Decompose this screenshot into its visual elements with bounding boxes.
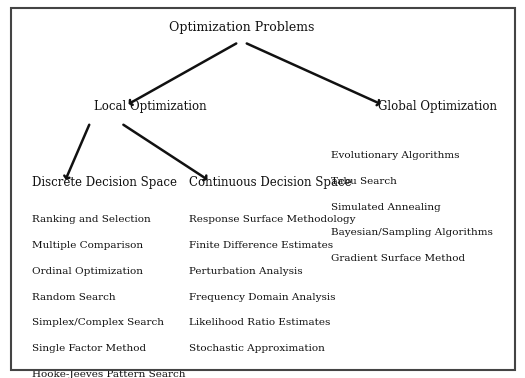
Text: Response Surface Methodology: Response Surface Methodology [189, 215, 355, 225]
Text: Likelihood Ratio Estimates: Likelihood Ratio Estimates [189, 318, 330, 327]
Text: Simulated Annealing: Simulated Annealing [331, 203, 440, 212]
Text: Discrete Decision Space: Discrete Decision Space [32, 176, 176, 189]
Text: Evolutionary Algorithms: Evolutionary Algorithms [331, 151, 459, 160]
Text: Continuous Decision Space: Continuous Decision Space [189, 176, 352, 189]
Text: Tabu Search: Tabu Search [331, 177, 396, 186]
Text: Simplex/Complex Search: Simplex/Complex Search [32, 318, 163, 327]
Text: Finite Difference Estimates: Finite Difference Estimates [189, 241, 333, 250]
Text: Hooke-Jeeves Pattern Search: Hooke-Jeeves Pattern Search [32, 370, 185, 378]
Text: Single Factor Method: Single Factor Method [32, 344, 145, 353]
Text: Local Optimization: Local Optimization [94, 101, 207, 113]
Text: Global Optimization: Global Optimization [378, 101, 497, 113]
Text: Random Search: Random Search [32, 293, 115, 302]
Text: Optimization Problems: Optimization Problems [169, 21, 314, 34]
Text: Perturbation Analysis: Perturbation Analysis [189, 267, 302, 276]
Text: Stochastic Approximation: Stochastic Approximation [189, 344, 325, 353]
Text: Bayesian/Sampling Algorithms: Bayesian/Sampling Algorithms [331, 228, 492, 237]
Text: Ranking and Selection: Ranking and Selection [32, 215, 150, 225]
Text: Frequency Domain Analysis: Frequency Domain Analysis [189, 293, 335, 302]
Text: Gradient Surface Method: Gradient Surface Method [331, 254, 465, 263]
Text: Ordinal Optimization: Ordinal Optimization [32, 267, 142, 276]
Text: Multiple Comparison: Multiple Comparison [32, 241, 143, 250]
